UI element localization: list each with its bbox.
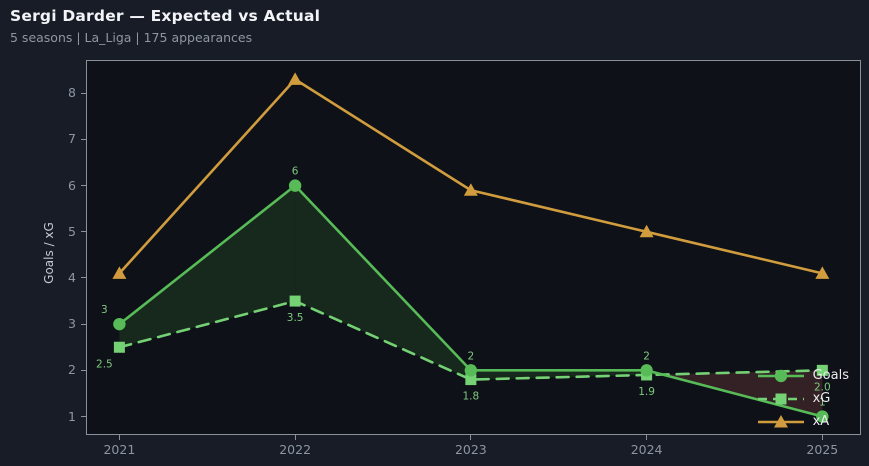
- svg-text:1.8: 1.8: [463, 391, 480, 403]
- x-tick-mark: [118, 435, 120, 440]
- legend-item-xa: xA: [756, 411, 849, 432]
- x-tick-label: 2023: [454, 442, 487, 457]
- y-tick-label: 2: [68, 362, 76, 378]
- y-axis-label: Goals / xG: [42, 222, 56, 284]
- legend: Goals xG xA: [756, 365, 849, 432]
- legend-item-xg: xG: [756, 388, 849, 409]
- svg-text:1: 1: [819, 397, 826, 409]
- x-tick-mark: [294, 435, 296, 440]
- legend-item-goals: Goals: [756, 365, 849, 386]
- chart-header: Sergi Darder — Expected vs Actual 5 seas…: [10, 7, 320, 45]
- x-tick-label: 2025: [806, 442, 839, 457]
- svg-text:1.9: 1.9: [638, 386, 655, 398]
- x-tick-label: 2024: [630, 442, 663, 457]
- y-tick-label: 6: [68, 177, 76, 193]
- chart-canvas: 3 6 2 2 1 2.5 3.5 1.8 1.9 2.0: [86, 60, 861, 435]
- xg-legend-marker-icon: [757, 393, 804, 404]
- y-tick-label: 7: [68, 131, 76, 147]
- xa-legend-marker-icon: [757, 414, 804, 427]
- svg-text:2.0: 2.0: [814, 381, 831, 393]
- svg-text:2: 2: [468, 350, 475, 362]
- legend-label: Goals: [812, 368, 849, 383]
- x-tick-label: 2022: [279, 442, 312, 457]
- x-tick-label: 2021: [103, 442, 136, 457]
- y-tick-label: 8: [68, 85, 76, 101]
- x-tick-mark: [821, 435, 823, 440]
- plot-area: 3 6 2 2 1 2.5 3.5 1.8 1.9 2.0 Goals xG xA: [86, 60, 861, 435]
- goals-legend-marker-icon: [757, 369, 804, 382]
- legend-label: xG: [812, 391, 831, 406]
- legend-label: xA: [812, 414, 830, 429]
- x-tick-mark: [470, 435, 472, 440]
- y-tick-label: 3: [68, 316, 76, 332]
- page-title: Sergi Darder — Expected vs Actual: [10, 7, 321, 25]
- svg-text:3: 3: [101, 304, 108, 316]
- svg-text:3.5: 3.5: [287, 312, 304, 324]
- svg-text:2: 2: [643, 350, 650, 362]
- page-subtitle: 5 seasons | La_Liga | 175 appearances: [10, 30, 253, 45]
- y-tick-label: 1: [68, 408, 76, 424]
- x-tick-mark: [646, 435, 648, 440]
- svg-text:6: 6: [292, 166, 299, 178]
- svg-text:2.5: 2.5: [96, 358, 113, 370]
